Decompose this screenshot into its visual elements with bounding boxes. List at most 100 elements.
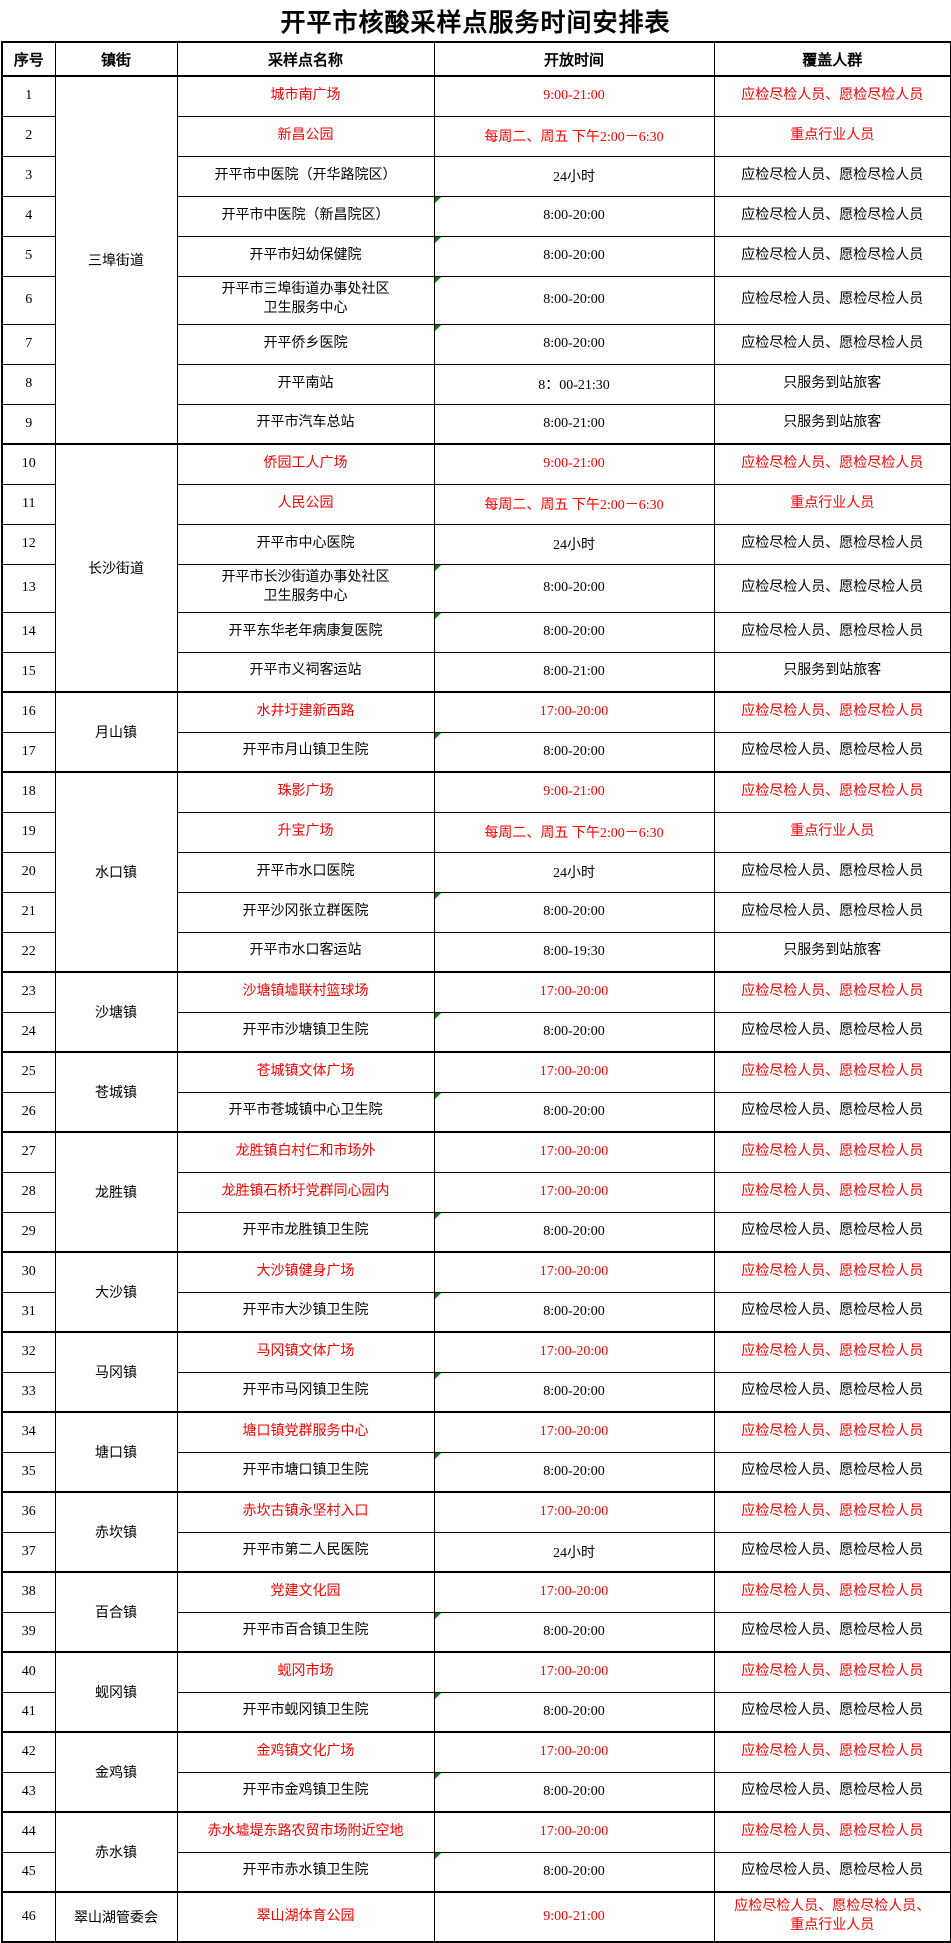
open-time-cell: 8:00-20:00 [433,731,715,773]
town-cell: 金鸡镇 [54,1731,178,1813]
comment-marker-icon [435,1613,441,1619]
row-number-cell: 12 [1,523,56,565]
open-time-cell: 17:00-20:00 [433,1411,715,1453]
coverage-cell: 应检尽检人员、愿检尽检人员 [713,75,951,117]
comment-marker-icon [435,1093,441,1099]
row-number-cell: 15 [1,651,56,693]
open-time-cell: 8:00-20:00 [433,1451,715,1493]
coverage-cell: 应检尽检人员、愿检尽检人员 [713,275,951,325]
site-name-cell: 开平市水口医院 [176,851,435,893]
open-time-cell: 24小时 [433,155,715,197]
coverage-cell: 应检尽检人员、愿检尽检人员 [713,1731,951,1773]
comment-marker-icon [435,565,441,571]
coverage-cell: 应检尽检人员、愿检尽检人员、 重点行业人员 [713,1891,951,1943]
site-name-cell: 城市南广场 [176,75,435,117]
town-cell: 水口镇 [54,771,178,973]
coverage-cell: 应检尽检人员、愿检尽检人员 [713,1371,951,1413]
site-name-cell: 开平市金鸡镇卫生院 [176,1771,435,1813]
header-site: 采样点名称 [176,41,435,77]
table-row: 10 长沙街道 侨园工人广场 9:00-21:00 应检尽检人员、愿检尽检人员 [1,443,951,693]
table-row: 40 蚬冈镇 蚬冈市场 17:00-20:00 应检尽检人员、愿检尽检人员 [1,1651,951,1733]
table-row: 15 开平市义祠客运站 8:00-21:00 只服务到站旅客 [1,651,951,693]
coverage-cell: 应检尽检人员、愿检尽检人员 [713,1611,951,1653]
row-number-cell: 40 [1,1651,56,1693]
row-number-cell: 42 [1,1731,56,1773]
table-row: 25 苍城镇 苍城镇文体广场 17:00-20:00 应检尽检人员、愿检尽检人员 [1,1051,951,1133]
table-row: 33 开平市马冈镇卫生院 8:00-20:00 应检尽检人员、愿检尽检人员 [1,1371,951,1413]
open-time-cell: 8:00-21:00 [433,403,715,445]
site-name-cell: 水井圩建新西路 [176,691,435,733]
site-name-cell: 开平市蚬冈镇卫生院 [176,1691,435,1733]
open-time-cell: 17:00-20:00 [433,1331,715,1373]
open-time-cell: 9:00-21:00 [433,771,715,813]
coverage-cell: 应检尽检人员、愿检尽检人员 [713,891,951,933]
coverage-cell: 只服务到站旅客 [713,403,951,445]
coverage-cell: 应检尽检人员、愿检尽检人员 [713,195,951,237]
comment-marker-icon [435,1693,441,1699]
site-name-cell: 开平市水口客运站 [176,931,435,973]
site-name-cell: 党建文化园 [176,1571,435,1613]
open-time-cell: 8:00-20:00 [433,891,715,933]
coverage-cell: 应检尽检人员、愿检尽检人员 [713,1851,951,1893]
open-time-cell: 8:00-20:00 [433,1211,715,1253]
open-time-cell: 8:00-20:00 [433,1371,715,1413]
table-row: 35 开平市塘口镇卫生院 8:00-20:00 应检尽检人员、愿检尽检人员 [1,1451,951,1493]
row-number-cell: 18 [1,771,56,813]
coverage-cell: 应检尽检人员、愿检尽检人员 [713,1491,951,1533]
site-name-cell: 侨园工人广场 [176,443,435,485]
town-cell: 百合镇 [54,1571,178,1653]
row-number-cell: 14 [1,611,56,653]
coverage-cell: 应检尽检人员、愿检尽检人员 [713,523,951,565]
table-row: 22 开平市水口客运站 8:00-19:30 只服务到站旅客 [1,931,951,973]
row-number-cell: 31 [1,1291,56,1333]
site-name-cell: 开平市中医院（新昌院区） [176,195,435,237]
row-number-cell: 20 [1,851,56,893]
site-name-cell: 赤水墟堤东路农贸市场附近空地 [176,1811,435,1853]
site-name-cell: 金鸡镇文化广场 [176,1731,435,1773]
coverage-cell: 只服务到站旅客 [713,931,951,973]
site-name-cell: 开平市沙塘镇卫生院 [176,1011,435,1053]
site-name-cell: 开平市百合镇卫生院 [176,1611,435,1653]
table-row: 5 开平市妇幼保健院 8:00-20:00 应检尽检人员、愿检尽检人员 [1,235,951,277]
coverage-cell: 重点行业人员 [713,483,951,525]
site-name-cell: 龙胜镇白村仁和市场外 [176,1131,435,1173]
site-name-cell: 珠影广场 [176,771,435,813]
row-number-cell: 46 [1,1891,56,1943]
site-name-cell: 开平市长沙街道办事处社区 卫生服务中心 [176,563,435,613]
site-name-cell: 开平市月山镇卫生院 [176,731,435,773]
table-row: 31 开平市大沙镇卫生院 8:00-20:00 应检尽检人员、愿检尽检人员 [1,1291,951,1333]
row-number-cell: 21 [1,891,56,933]
town-cell: 月山镇 [54,691,178,773]
header-coverage: 覆盖人群 [713,41,951,77]
open-time-cell: 每周二、周五 下午2:00－6:30 [433,115,715,157]
open-time-cell: 9:00-21:00 [433,75,715,117]
row-number-cell: 16 [1,691,56,733]
row-number-cell: 8 [1,363,56,405]
header-town: 镇街 [54,41,178,77]
open-time-cell: 每周二、周五 下午2:00－6:30 [433,483,715,525]
open-time-cell: 8:00-20:00 [433,1691,715,1733]
table-row: 1 三埠街道 城市南广场 9:00-21:00 应检尽检人员、愿检尽检人员 [1,75,951,445]
open-time-cell: 8:00-20:00 [433,1611,715,1653]
table-row: 41 开平市蚬冈镇卫生院 8:00-20:00 应检尽检人员、愿检尽检人员 [1,1691,951,1733]
site-name-cell: 大沙镇健身广场 [176,1251,435,1293]
table-body: 1 三埠街道 城市南广场 9:00-21:00 应检尽检人员、愿检尽检人员 2 新昌公园 每周… [1,75,951,1943]
open-time-cell: 8:00-20:00 [433,1091,715,1133]
title-bar: 开平市核酸采样点服务时间安排表 [0,0,951,41]
comment-marker-icon [435,325,441,331]
row-number-cell: 7 [1,323,56,365]
town-cell: 大沙镇 [54,1251,178,1333]
coverage-cell: 重点行业人员 [713,115,951,157]
table-row: 24 开平市沙塘镇卫生院 8:00-20:00 应检尽检人员、愿检尽检人员 [1,1011,951,1053]
row-number-cell: 25 [1,1051,56,1093]
row-number-cell: 39 [1,1611,56,1653]
row-number-cell: 19 [1,811,56,853]
comment-marker-icon [435,1373,441,1379]
table-header: 序号 镇街 采样点名称 开放时间 覆盖人群 [1,41,951,77]
coverage-cell: 应检尽检人员、愿检尽检人员 [713,1571,951,1613]
site-name-cell: 蚬冈市场 [176,1651,435,1693]
open-time-cell: 17:00-20:00 [433,971,715,1013]
town-cell: 三埠街道 [54,75,178,445]
site-name-cell: 开平南站 [176,363,435,405]
